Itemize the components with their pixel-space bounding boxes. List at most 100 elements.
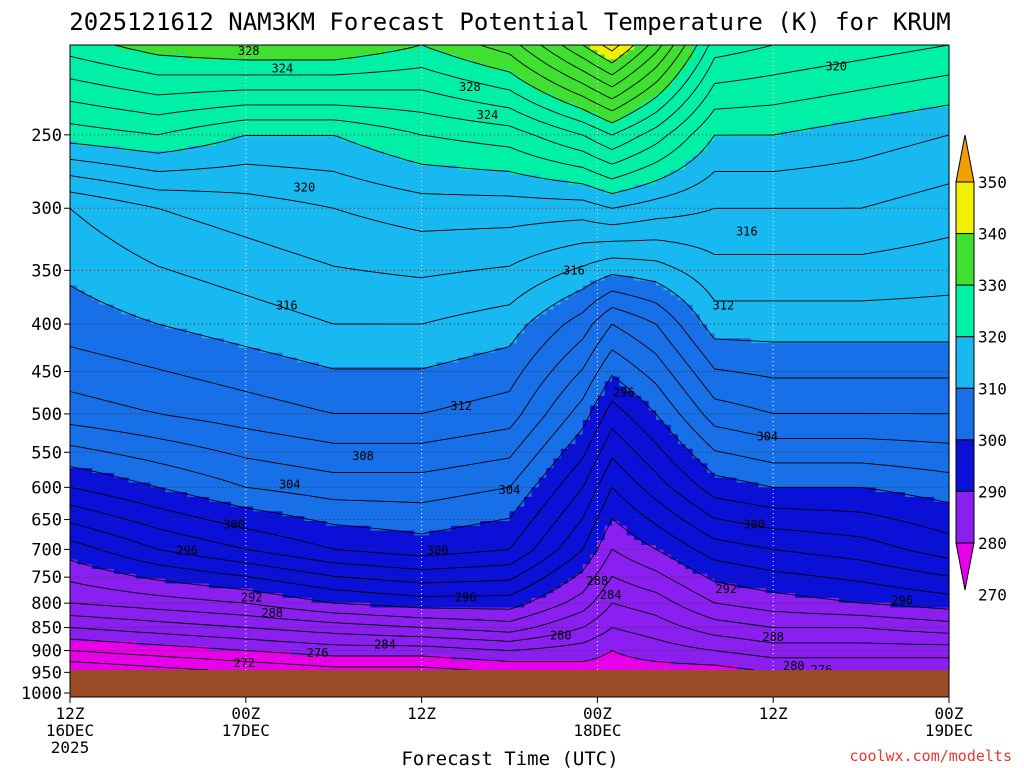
band-cell bbox=[70, 117, 606, 123]
band-cell bbox=[77, 285, 584, 291]
band-cell bbox=[165, 487, 533, 493]
band-cell bbox=[70, 174, 540, 181]
band-cell bbox=[663, 174, 950, 181]
band-cell bbox=[70, 45, 122, 51]
band-cell bbox=[414, 45, 430, 51]
band-cell bbox=[677, 434, 950, 440]
band-cell bbox=[77, 141, 218, 147]
band-cell bbox=[575, 434, 679, 440]
band-cell bbox=[934, 496, 950, 503]
band-cell bbox=[670, 78, 950, 85]
band-cell bbox=[70, 621, 950, 628]
band-cell bbox=[582, 107, 635, 113]
band-cell bbox=[70, 472, 115, 479]
band-cell bbox=[70, 150, 386, 157]
contour-line-294 bbox=[69, 457, 950, 584]
band-cell bbox=[70, 645, 210, 652]
band-cell bbox=[590, 410, 657, 416]
band-cell bbox=[70, 97, 562, 104]
band-cell bbox=[165, 323, 525, 330]
band-cell bbox=[692, 453, 950, 460]
band-cell bbox=[531, 492, 906, 498]
band-cell bbox=[509, 516, 950, 522]
band-cell bbox=[707, 328, 950, 335]
y-tick-label: 450 bbox=[31, 362, 62, 382]
band-cell bbox=[70, 203, 950, 210]
band-cell bbox=[70, 665, 738, 671]
band-cell bbox=[70, 232, 950, 238]
colorbar-label: 270 bbox=[978, 586, 1007, 605]
band-cell bbox=[619, 54, 694, 61]
contour-line-286 bbox=[69, 575, 950, 634]
band-cell bbox=[648, 400, 950, 407]
band-cell bbox=[70, 655, 452, 661]
band-cell bbox=[70, 136, 232, 142]
band-cell bbox=[70, 420, 584, 426]
band-cell bbox=[231, 136, 342, 142]
contour-label: 312 bbox=[450, 399, 472, 413]
band-cell bbox=[70, 256, 950, 262]
band-cell bbox=[656, 415, 950, 421]
contour-label: 308 bbox=[352, 449, 374, 463]
band-cell bbox=[670, 660, 950, 666]
colorbar-swatch bbox=[955, 134, 975, 183]
band-cell bbox=[736, 665, 950, 671]
band-cell bbox=[685, 64, 950, 70]
colorbar-swatch bbox=[955, 284, 975, 338]
band-cell bbox=[216, 141, 357, 147]
band-cell bbox=[590, 405, 650, 411]
band-cell bbox=[590, 415, 657, 421]
band-cell bbox=[707, 141, 950, 147]
contour-line-328 bbox=[69, 44, 710, 136]
contour-line-316 bbox=[69, 175, 950, 232]
y-tick-label: 900 bbox=[31, 642, 62, 662]
band-cell bbox=[91, 468, 547, 474]
band-cell bbox=[685, 299, 950, 306]
band-cell bbox=[70, 453, 562, 460]
band-cell bbox=[70, 49, 144, 56]
band-cell bbox=[634, 535, 950, 541]
band-cell bbox=[450, 525, 606, 532]
band-cell bbox=[135, 573, 577, 580]
band-cell bbox=[538, 477, 738, 484]
y-tick-label: 400 bbox=[31, 315, 62, 335]
contour-line-326 bbox=[69, 44, 774, 150]
band-cell bbox=[70, 448, 562, 455]
band-cell bbox=[626, 49, 694, 56]
band-cell bbox=[641, 102, 950, 109]
band-cell bbox=[707, 468, 950, 474]
band-cell bbox=[670, 424, 950, 431]
band-cell bbox=[795, 593, 950, 599]
band-cell bbox=[524, 501, 950, 508]
band-cell bbox=[516, 73, 679, 80]
band-cell bbox=[260, 347, 496, 354]
band-cell bbox=[590, 184, 635, 190]
band-cell bbox=[70, 145, 122, 152]
band-cell bbox=[714, 333, 950, 339]
y-tick-label: 300 bbox=[31, 199, 62, 219]
contour-label: 296 bbox=[891, 594, 913, 608]
band-cell bbox=[70, 227, 950, 234]
colorbar-label: 310 bbox=[978, 379, 1007, 398]
band-cell bbox=[590, 280, 657, 286]
contour-lines bbox=[69, 44, 950, 671]
band-cell bbox=[538, 174, 664, 181]
contour-line-298 bbox=[69, 400, 950, 557]
band-cell bbox=[560, 299, 686, 306]
band-cell bbox=[553, 458, 701, 464]
band-cell bbox=[70, 194, 950, 200]
colorbar-label: 300 bbox=[978, 431, 1007, 450]
band-cell bbox=[656, 93, 950, 99]
colorbar-swatch bbox=[955, 387, 975, 441]
band-cell bbox=[692, 54, 950, 61]
band-cell bbox=[70, 501, 232, 508]
band-cell bbox=[509, 69, 679, 75]
band-cell bbox=[70, 593, 284, 599]
contour-label: 284 bbox=[374, 638, 396, 652]
credit-text: coolwx.com/modelts bbox=[849, 747, 1012, 765]
band-cell bbox=[575, 290, 672, 296]
band-cell bbox=[699, 319, 950, 325]
band-cell bbox=[70, 328, 188, 335]
band-cell bbox=[70, 569, 115, 575]
